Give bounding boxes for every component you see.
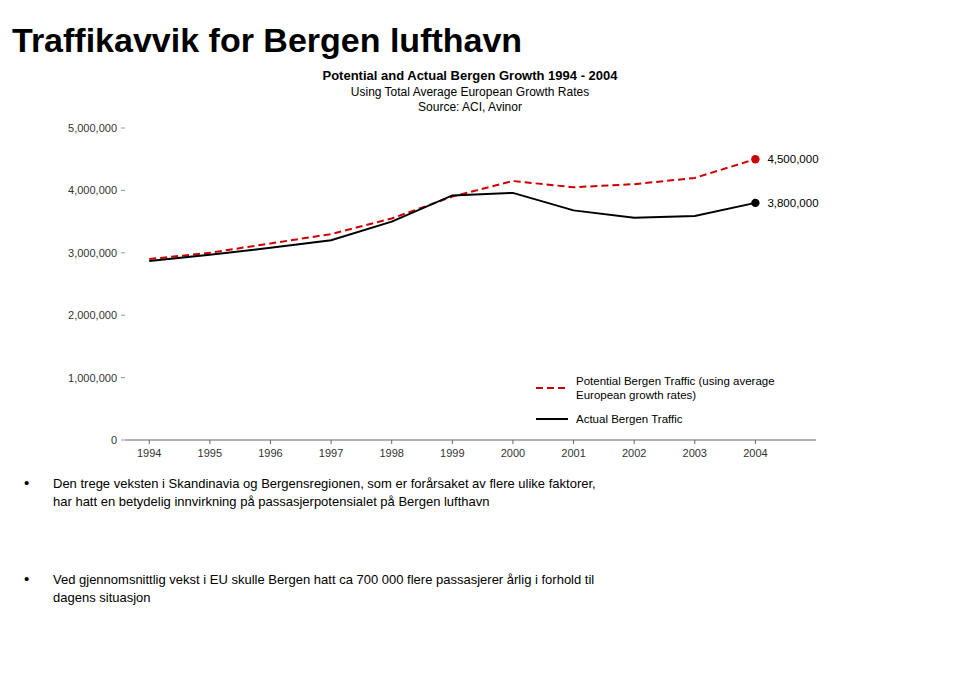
x-tick <box>391 440 392 444</box>
legend-swatch <box>536 387 568 389</box>
y-tick <box>121 252 125 253</box>
x-tick <box>452 440 453 444</box>
x-tick-label: 2002 <box>622 447 646 459</box>
legend: Potential Bergen Traffic (using average E… <box>536 375 775 425</box>
x-tick-label: 1999 <box>440 447 464 459</box>
y-tick-label: 2,000,000 <box>68 309 117 321</box>
subtitle: Source: ACI, Avinor <box>418 100 522 114</box>
x-tick-label: 1994 <box>137 447 161 459</box>
y-tick <box>121 440 125 441</box>
x-tick <box>270 440 271 444</box>
text-line: Ved gjennomsnittlig vekst i EU skulle Be… <box>53 572 594 587</box>
y-tick-label: 3,000,000 <box>68 247 117 259</box>
annotation: 3,800,000 <box>767 197 818 209</box>
text-line: Potential Bergen Traffic (using average <box>576 375 775 387</box>
y-tick <box>121 315 125 316</box>
legend-label: Actual Bergen Traffic <box>576 413 683 425</box>
x-tick-label: 1998 <box>379 447 403 459</box>
title: Traffikavvik for Bergen lufthavn <box>12 21 522 59</box>
series-line <box>149 193 755 261</box>
note-text: Ved gjennomsnittlig vekst i EU skulle Be… <box>53 572 594 605</box>
text-line: dagens situasjon <box>53 590 151 605</box>
text-line: har hatt en betydelig innvirkning på pas… <box>53 494 490 509</box>
chart: Traffikavvik for Bergen lufthavn Potentia… <box>0 0 960 686</box>
x-tick <box>209 440 210 444</box>
legend-label: Potential Bergen Traffic (using average E… <box>576 375 775 401</box>
text-line: European growth rates) <box>576 389 696 401</box>
x-tick <box>573 440 574 444</box>
y-tick-label: 1,000,000 <box>68 372 117 384</box>
x-tick-label: 1995 <box>198 447 222 459</box>
note-bullet: • <box>24 570 29 587</box>
x-tick-label: 2004 <box>743 447 767 459</box>
y-tick <box>121 377 125 378</box>
subtitle: Potential and Actual Bergen Growth 1994 … <box>323 68 619 83</box>
x-axis-line <box>125 440 816 441</box>
y-axis: 0 1,000,000 2,000,000 3,000,000 4,000,000 5,0… <box>68 122 125 446</box>
x-tick <box>694 440 695 444</box>
text-line: Den trege veksten i Skandinavia og Berge… <box>53 476 596 491</box>
x-tick <box>512 440 513 444</box>
x-tick <box>634 440 635 444</box>
y-tick-label: 5,000,000 <box>68 122 117 134</box>
x-tick <box>149 440 150 444</box>
subtitle: Using Total Average European Growth Rate… <box>351 85 589 99</box>
x-tick <box>331 440 332 444</box>
x-tick-label: 1997 <box>319 447 343 459</box>
x-tick-label: 2001 <box>561 447 585 459</box>
y-tick-label: 0 <box>111 434 117 446</box>
annotation: 4,500,000 <box>767 153 818 165</box>
note-bullet: • <box>24 474 29 491</box>
x-tick-label: 2003 <box>683 447 707 459</box>
text-line: Actual Bergen Traffic <box>576 413 683 425</box>
y-tick <box>121 190 125 191</box>
end-point <box>751 199 759 207</box>
series-group <box>149 155 759 261</box>
end-point <box>751 155 759 163</box>
annotations: 4,500,000 3,800,000 <box>767 153 818 209</box>
x-tick <box>755 440 756 444</box>
y-tick <box>121 128 125 129</box>
x-axis: 1994 1995 1996 1997 1998 1999 2000 2001 2002 2003… <box>125 440 816 459</box>
series-line <box>149 159 755 259</box>
background <box>0 0 960 686</box>
note-text: Den trege veksten i Skandinavia og Berge… <box>53 476 596 509</box>
x-tick-label: 1996 <box>258 447 282 459</box>
legend-swatch <box>536 418 568 420</box>
y-tick-label: 4,000,000 <box>68 184 117 196</box>
x-tick-label: 2000 <box>501 447 525 459</box>
notes: • Den trege veksten i Skandinavia og Berg… <box>24 474 596 605</box>
